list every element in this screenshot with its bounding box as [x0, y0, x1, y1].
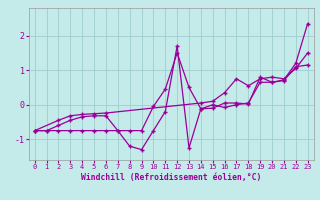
X-axis label: Windchill (Refroidissement éolien,°C): Windchill (Refroidissement éolien,°C) — [81, 173, 261, 182]
